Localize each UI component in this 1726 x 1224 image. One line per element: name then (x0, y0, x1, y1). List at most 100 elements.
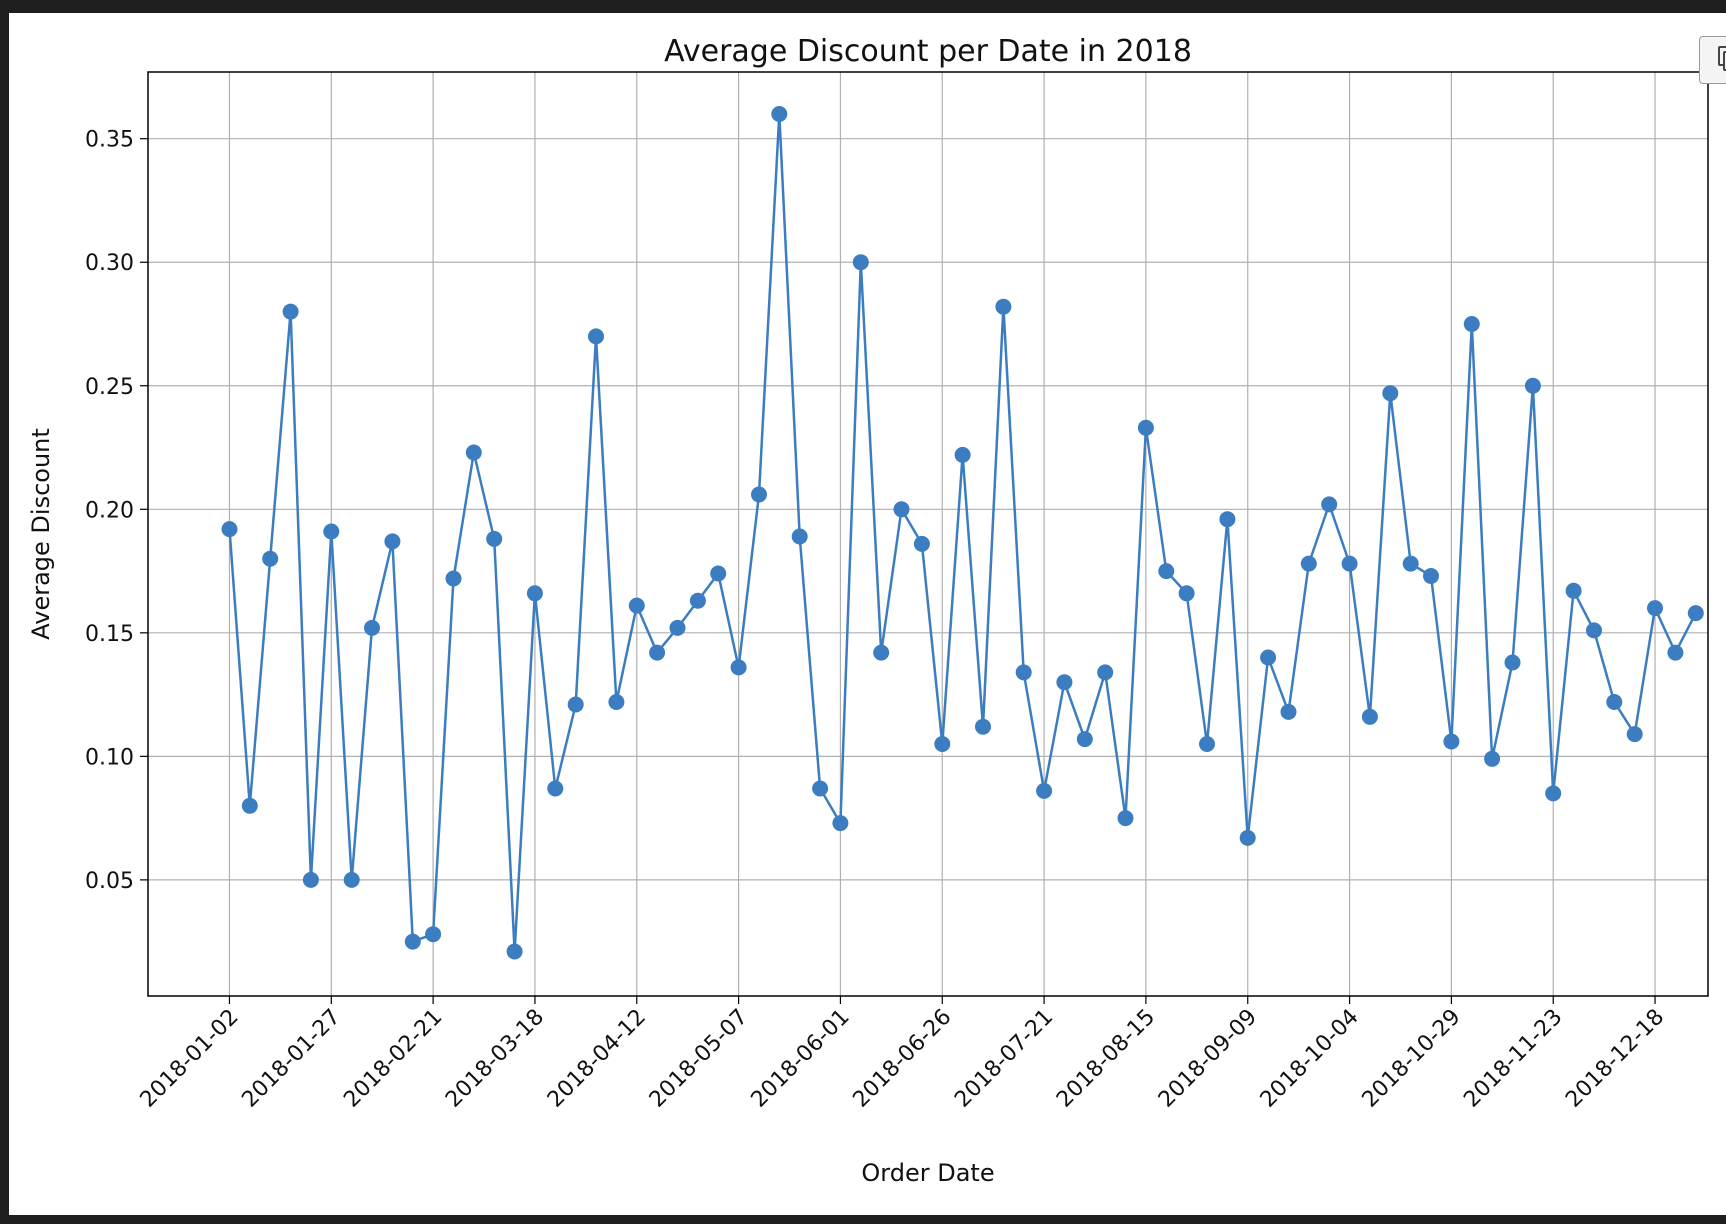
data-point (1402, 555, 1419, 572)
data-point (1178, 585, 1195, 602)
x-tick-label: 2018-07-21 (950, 1005, 1058, 1113)
y-tick-label: 0.05 (85, 869, 134, 894)
data-point (1361, 708, 1378, 725)
y-tick-label: 0.30 (85, 251, 134, 276)
data-point (1341, 555, 1358, 572)
data-point (506, 943, 523, 960)
data-point (832, 815, 849, 832)
data-point (791, 528, 808, 545)
chart-title: Average Discount per Date in 2018 (664, 34, 1192, 69)
data-point (425, 926, 442, 943)
y-axis: 0.05 0.10 0.15 0.20 0.25 0.30 0.35 (85, 128, 148, 894)
data-point (1219, 511, 1236, 528)
data-point (1463, 316, 1480, 332)
data-point (1586, 622, 1602, 639)
line-chart: 2018-01-022018-01-272018-02-212018-03-18… (27, 34, 1709, 1187)
data-point (1545, 785, 1562, 802)
x-axis-label: Order Date (861, 1159, 994, 1187)
data-point (1280, 703, 1297, 720)
data-point (221, 521, 238, 538)
x-tick-label: 2018-01-27 (237, 1005, 345, 1113)
x-tick-label: 2018-06-26 (848, 1005, 956, 1113)
x-tick-label: 2018-06-01 (747, 1005, 855, 1113)
x-tick-label: 2018-01-02 (136, 1005, 244, 1113)
y-tick-label: 0.10 (85, 745, 134, 770)
data-point (1300, 555, 1317, 572)
x-tick-label: 2018-10-04 (1256, 1005, 1364, 1113)
data-point (1626, 726, 1643, 743)
data-point (1117, 810, 1134, 827)
x-tick-label: 2018-12-18 (1561, 1005, 1669, 1113)
x-tick-label: 2018-03-18 (441, 1005, 549, 1113)
data-point (751, 486, 767, 503)
data-point (934, 736, 951, 752)
y-tick-label: 0.35 (85, 128, 134, 153)
data-point (1382, 385, 1399, 402)
data-point (364, 619, 380, 636)
data-point (567, 696, 584, 713)
data-point (608, 694, 625, 710)
series-line (228, 112, 1697, 953)
y-axis-label: Average Discount (27, 428, 55, 640)
data-point (1524, 377, 1541, 394)
data-point (1687, 605, 1704, 622)
data-point (1484, 750, 1501, 767)
data-points (221, 106, 1704, 960)
x-tick-label: 2018-02-21 (339, 1005, 447, 1113)
x-tick-label: 2018-05-07 (645, 1005, 753, 1113)
data-point (404, 933, 421, 950)
plot-area (147, 71, 1709, 997)
data-point (1097, 664, 1114, 681)
x-axis: 2018-01-022018-01-272018-02-212018-03-18… (136, 996, 1669, 1113)
data-point (445, 570, 462, 587)
chart-figure: 2018-01-02 2018-01-27 2018-02-21 2018-03-18… (9, 13, 1726, 1215)
data-point (730, 659, 747, 676)
data-point (465, 444, 482, 461)
data-point (1056, 674, 1073, 691)
data-point (323, 523, 340, 540)
copy-icon (1718, 46, 1726, 66)
data-point (1667, 644, 1684, 661)
data-point (913, 535, 930, 552)
data-point (262, 550, 279, 567)
data-point (384, 533, 401, 550)
data-point (628, 597, 645, 614)
data-point (812, 780, 829, 797)
data-point (302, 871, 319, 888)
x-tick-label: 2018-11-23 (1459, 1005, 1567, 1113)
data-point (486, 530, 503, 547)
x-tick-label: 2018-08-15 (1052, 1005, 1160, 1113)
x-tick-label: 2018-09-09 (1154, 1005, 1262, 1113)
data-point (1015, 664, 1032, 681)
y-tick-label: 0.15 (85, 622, 134, 647)
y-tick-label: 0.25 (85, 375, 134, 400)
data-point (1647, 600, 1663, 617)
data-point (710, 565, 727, 582)
data-point (1260, 649, 1277, 666)
y-tick-label: 0.20 (85, 498, 134, 523)
grid (148, 72, 1708, 996)
data-point (1076, 731, 1093, 748)
copy-button[interactable] (1699, 36, 1726, 84)
copy-icon-front (1723, 51, 1726, 71)
data-point (282, 303, 299, 320)
data-point (1036, 782, 1053, 799)
data-point (1199, 736, 1215, 752)
data-point (1504, 654, 1521, 671)
data-point (1443, 733, 1460, 750)
data-point (1321, 496, 1338, 513)
data-point (649, 644, 666, 661)
data-point (995, 298, 1012, 315)
data-point (1606, 694, 1623, 710)
data-point (893, 501, 910, 518)
data-point (689, 592, 706, 609)
data-point (1158, 563, 1175, 580)
data-point (526, 585, 543, 602)
x-tick-label: 2018-10-29 (1358, 1005, 1466, 1113)
data-point (1137, 419, 1154, 436)
data-point (1239, 829, 1256, 846)
data-point (852, 254, 869, 271)
data-point (1565, 582, 1582, 599)
data-point (547, 780, 564, 797)
data-point (873, 644, 890, 661)
